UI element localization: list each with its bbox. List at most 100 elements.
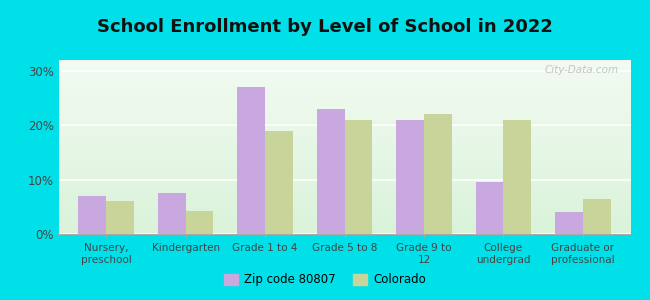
Bar (58, 128, 630, 130)
Bar (58, 140, 630, 142)
Bar (58, 203, 630, 204)
Bar (58, 70, 630, 72)
Bar (158, 193, 186, 234)
Bar (58, 199, 630, 201)
Bar (58, 232, 630, 234)
Bar (58, 229, 630, 230)
Bar (58, 173, 630, 175)
Bar (58, 86, 630, 88)
Bar (58, 190, 630, 192)
Bar (58, 116, 630, 117)
Bar (424, 114, 452, 234)
Bar (58, 185, 630, 187)
Bar (58, 64, 630, 65)
Bar (58, 135, 630, 137)
Bar (58, 79, 630, 81)
Bar (58, 215, 630, 217)
Bar (58, 217, 630, 218)
Bar (58, 161, 630, 163)
Bar (58, 201, 630, 203)
Bar (58, 93, 630, 95)
Bar (58, 204, 630, 206)
Bar (58, 72, 630, 74)
Bar (58, 206, 630, 208)
Bar (58, 222, 630, 224)
Bar (58, 184, 630, 185)
Bar (58, 218, 630, 220)
Bar (396, 120, 424, 234)
Bar (58, 124, 630, 126)
Bar (58, 189, 630, 190)
Bar (58, 95, 630, 97)
Bar (58, 152, 630, 154)
Legend: Zip code 80807, Colorado: Zip code 80807, Colorado (219, 269, 431, 291)
Bar (58, 159, 630, 161)
Bar (58, 105, 630, 107)
Bar (58, 102, 630, 103)
Bar (58, 180, 630, 182)
Bar (476, 182, 503, 234)
Bar (58, 151, 630, 152)
Bar (58, 136, 630, 138)
Bar (58, 177, 630, 178)
Bar (58, 110, 630, 112)
Bar (58, 168, 630, 170)
Bar (58, 147, 630, 149)
Bar (58, 164, 630, 166)
Bar (58, 138, 630, 140)
Bar (58, 114, 630, 116)
Bar (503, 120, 531, 234)
Bar (106, 201, 134, 234)
Bar (58, 69, 630, 70)
Bar (58, 91, 630, 93)
Bar (58, 112, 630, 114)
Bar (58, 208, 630, 210)
Bar (58, 60, 630, 62)
Bar (58, 187, 630, 189)
Text: City-Data.com: City-Data.com (545, 65, 619, 75)
Bar (555, 212, 583, 234)
Bar (58, 156, 630, 158)
Bar (583, 199, 610, 234)
Bar (58, 121, 630, 123)
Bar (237, 87, 265, 234)
Bar (58, 81, 630, 82)
Bar (58, 194, 630, 196)
Bar (58, 196, 630, 197)
Bar (58, 197, 630, 199)
Bar (58, 67, 630, 69)
Bar (58, 65, 630, 67)
Bar (58, 100, 630, 102)
Bar (58, 145, 630, 147)
Bar (79, 196, 106, 234)
Bar (58, 220, 630, 222)
Bar (58, 192, 630, 194)
Bar (58, 175, 630, 177)
Bar (58, 76, 630, 77)
Bar (58, 109, 630, 110)
Bar (58, 224, 630, 225)
Bar (58, 213, 630, 215)
Bar (58, 143, 630, 145)
Bar (58, 182, 630, 184)
Bar (58, 107, 630, 109)
Bar (58, 227, 630, 229)
Bar (58, 130, 630, 131)
Bar (58, 154, 630, 156)
Bar (344, 120, 372, 234)
Text: School Enrollment by Level of School in 2022: School Enrollment by Level of School in … (97, 18, 553, 36)
Bar (58, 225, 630, 227)
Bar (58, 97, 630, 98)
Bar (58, 88, 630, 90)
Bar (58, 84, 630, 86)
Bar (58, 90, 630, 91)
Bar (58, 82, 630, 84)
Bar (58, 230, 630, 232)
Bar (58, 163, 630, 164)
Bar (58, 142, 630, 143)
Bar (58, 117, 630, 119)
Bar (186, 211, 213, 234)
Bar (58, 166, 630, 168)
Bar (58, 77, 630, 79)
Bar (58, 171, 630, 173)
